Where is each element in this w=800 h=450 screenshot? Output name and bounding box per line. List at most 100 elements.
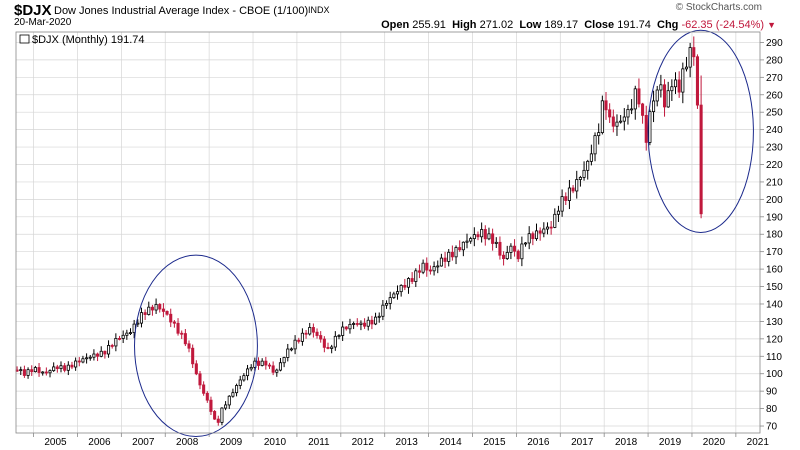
candle — [370, 315, 374, 330]
candle-body — [249, 366, 253, 370]
candle-body — [224, 404, 228, 409]
candle-body — [264, 360, 268, 366]
candle-body — [695, 56, 699, 106]
candle-body — [366, 319, 370, 327]
candle — [107, 340, 111, 358]
close-label: Close — [584, 19, 615, 31]
y-tick-label: 280 — [766, 55, 783, 66]
candle-body — [326, 346, 330, 349]
candle — [176, 318, 180, 336]
candle — [256, 357, 261, 370]
candle — [143, 309, 147, 320]
x-tick-label: 2011 — [308, 437, 330, 448]
candle — [652, 90, 656, 123]
candle-body — [319, 335, 323, 340]
candle — [319, 331, 323, 343]
plot-frame — [15, 31, 761, 434]
candle — [88, 354, 92, 361]
candle-body — [183, 333, 187, 345]
y-tick-label: 130 — [766, 317, 783, 328]
candle — [692, 36, 696, 66]
x-tick-label: 2007 — [132, 437, 155, 448]
candle-body — [549, 226, 553, 229]
candle — [615, 114, 619, 136]
candle — [147, 301, 151, 316]
candle-body — [55, 366, 59, 369]
candle-body — [578, 177, 582, 180]
candle-body — [509, 245, 513, 253]
candle-body — [194, 363, 198, 375]
candle — [410, 272, 414, 285]
candle-body — [92, 353, 96, 358]
candle-body — [77, 360, 81, 363]
candle-body — [289, 348, 293, 351]
candle — [202, 381, 206, 396]
candle-body — [96, 353, 100, 357]
candle — [63, 363, 67, 373]
candle-body — [534, 230, 539, 240]
candle — [96, 352, 100, 362]
candle — [326, 342, 330, 350]
candle-body — [556, 210, 560, 215]
candle — [524, 242, 528, 247]
candle-body — [297, 339, 301, 342]
candle-body — [425, 262, 429, 271]
candle-body — [136, 322, 140, 325]
candle-body — [641, 103, 645, 116]
candle — [641, 102, 645, 124]
candle — [198, 370, 202, 390]
candle-body — [66, 364, 70, 371]
candle — [297, 337, 301, 344]
candle-body — [560, 196, 564, 212]
candle — [139, 307, 143, 328]
candle-body — [70, 364, 74, 368]
low-value: 189.17 — [544, 19, 579, 31]
candle — [99, 346, 103, 358]
candle — [454, 245, 458, 265]
x-tick-label: 2017 — [571, 437, 594, 448]
candle-body — [567, 187, 571, 201]
candle — [443, 251, 447, 269]
candle — [187, 340, 191, 353]
candle — [85, 353, 89, 364]
candle — [246, 364, 250, 381]
candle-body — [516, 250, 520, 260]
candle-body — [593, 135, 597, 155]
candle-body — [673, 79, 678, 88]
candle — [655, 85, 659, 107]
candle — [311, 323, 315, 338]
candle — [619, 115, 623, 124]
candle — [337, 334, 341, 340]
candle — [249, 364, 253, 372]
legend-box — [19, 34, 30, 44]
candle — [341, 321, 345, 342]
candle-body — [333, 335, 337, 348]
candle-body — [322, 338, 326, 348]
candle — [699, 75, 703, 219]
candle-body — [304, 332, 308, 335]
candle — [556, 205, 560, 222]
candle-body — [48, 370, 52, 374]
candle — [439, 253, 443, 267]
candle — [659, 74, 663, 98]
candle — [37, 363, 41, 377]
candle — [472, 227, 476, 247]
candle-body — [406, 278, 411, 288]
candle — [278, 357, 282, 372]
candle — [158, 303, 162, 313]
candle-body — [41, 371, 45, 374]
candle-body — [395, 291, 400, 295]
candle — [52, 362, 56, 372]
candle — [22, 365, 26, 378]
candle — [436, 260, 440, 274]
candle — [461, 241, 465, 257]
y-tick-label: 220 — [766, 160, 783, 171]
candle — [293, 335, 297, 355]
x-tick-label: 2019 — [659, 437, 682, 448]
y-tick-label: 240 — [766, 125, 783, 136]
candle-body — [699, 104, 703, 215]
candle — [421, 259, 425, 275]
high-value: 271.02 — [479, 19, 514, 31]
candle — [260, 358, 264, 367]
